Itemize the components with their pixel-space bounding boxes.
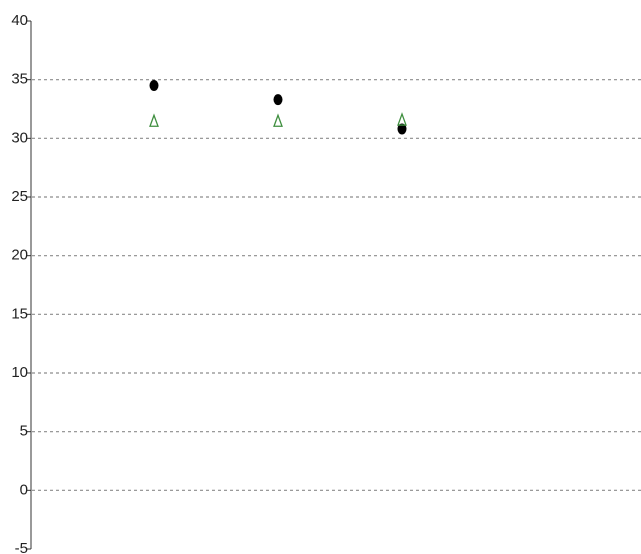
gridlines (32, 79, 641, 491)
y-axis-tick-labels: -5 0 5 10 15 20 25 30 35 40 (11, 12, 28, 554)
y-tick-label: 20 (11, 247, 28, 264)
data-point-triangle (397, 112, 407, 126)
y-tick-label: 5 (20, 423, 28, 440)
data-point-circle (273, 94, 283, 106)
y-tick-label: 25 (11, 188, 28, 205)
data-point-triangle (149, 113, 159, 127)
y-tick-label: -5 (15, 540, 28, 554)
data-point-circle (397, 123, 407, 135)
y-tick-label: 35 (11, 71, 28, 88)
data-point-triangle (273, 113, 283, 127)
y-tick-label: 15 (11, 305, 28, 322)
y-tick-label: 10 (11, 364, 28, 381)
y-tick-label: 0 (20, 481, 28, 498)
y-axis-ticks (27, 20, 31, 550)
y-tick-label: 30 (11, 129, 28, 146)
data-points (149, 80, 407, 135)
data-point-circle (149, 80, 159, 92)
y-tick-label: 40 (11, 12, 28, 29)
